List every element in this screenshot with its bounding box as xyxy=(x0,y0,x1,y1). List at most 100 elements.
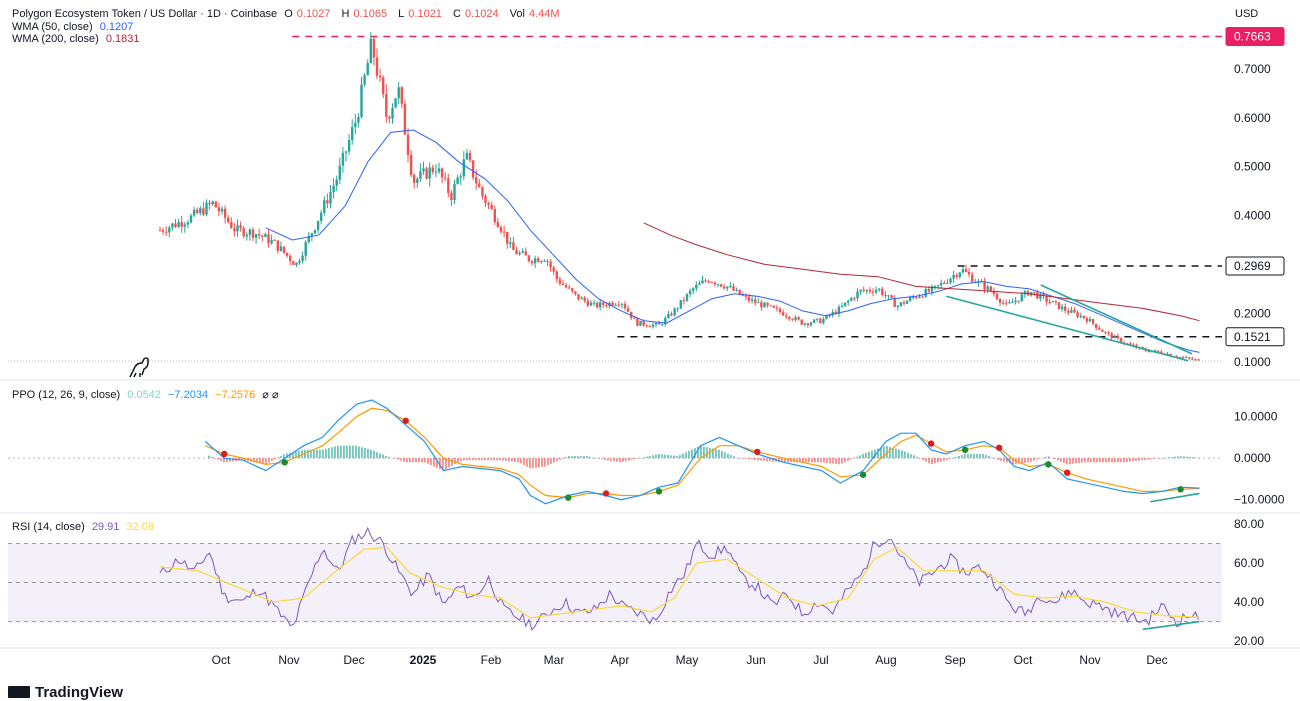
ppo-histogram-bar xyxy=(835,458,837,464)
ppo-histogram-bar xyxy=(700,445,702,459)
candle-body xyxy=(1079,315,1082,317)
candle-body xyxy=(952,274,955,279)
ppo-histogram-bar xyxy=(1120,458,1122,463)
candle-body xyxy=(692,288,695,291)
candle-body xyxy=(462,159,465,177)
ppo-histogram-bar xyxy=(844,458,846,463)
candle-body xyxy=(1008,302,1011,304)
ppo-histogram-bar xyxy=(406,458,408,463)
ppo-histogram-bar xyxy=(559,458,561,460)
candle-body xyxy=(595,302,599,308)
candle-body xyxy=(636,318,639,326)
rsi-tick-label: 60.00 xyxy=(1234,556,1264,570)
candle-body xyxy=(679,300,682,309)
candle-body xyxy=(1057,302,1061,310)
ppo-histogram-bar xyxy=(331,447,333,459)
candle-body xyxy=(1101,329,1104,332)
ppo-histogram-bar xyxy=(271,458,273,461)
candle-body xyxy=(995,294,999,300)
ppo-histogram-bar xyxy=(310,449,312,459)
candle-body xyxy=(623,303,627,309)
candle-body xyxy=(378,75,382,78)
candle-body xyxy=(307,235,310,243)
ppo-line xyxy=(205,399,1200,505)
pane-separators xyxy=(0,379,1300,649)
ppo-histogram-bar xyxy=(466,458,468,461)
ppo-histogram-bar xyxy=(904,451,906,459)
tradingview-name: TradingView xyxy=(35,684,124,701)
ppo-histogram-bar xyxy=(568,456,570,459)
ppo-histogram-bar xyxy=(934,458,936,464)
time-tick-label: Mar xyxy=(544,653,565,667)
candle-body xyxy=(695,284,698,289)
candle-body xyxy=(1011,302,1014,304)
ppo-crossover-dot xyxy=(1177,486,1184,493)
ppo-histogram-bar xyxy=(1177,456,1179,459)
ppo-histogram-bar xyxy=(259,458,261,464)
ppo-histogram-bar xyxy=(625,458,627,462)
ppo-histogram-bar xyxy=(1006,458,1008,463)
ppo-histogram-bar xyxy=(763,458,765,461)
ppo-histogram-bar xyxy=(1147,458,1149,460)
candle-body xyxy=(382,77,385,95)
ppo-legend[interactable]: PPO (12, 26, 9, close) 0.0542 −7.2034 −7… xyxy=(12,388,283,401)
candle-body xyxy=(704,280,707,282)
price-tick-label: 0.5000 xyxy=(1234,160,1271,174)
rsi-pane: 80.00 60.00 40.00 20.00 xyxy=(8,517,1264,648)
ppo-histogram-bar xyxy=(922,458,924,460)
rsi-legend[interactable]: RSI (14, close) 29.91 32.08 xyxy=(12,521,158,533)
candle-body xyxy=(738,289,741,295)
candle-body xyxy=(292,261,295,266)
candle-body xyxy=(1017,300,1020,302)
wma50-value: 0.1207 xyxy=(99,21,134,33)
candle-body xyxy=(354,122,357,128)
candle-body xyxy=(205,202,208,215)
ppo-histogram-bar xyxy=(277,457,279,459)
open-label: O xyxy=(284,8,293,20)
ppo-histogram-bar xyxy=(769,458,771,462)
ppo-histogram-bar xyxy=(658,454,660,459)
ppo-histogram-bar xyxy=(529,458,531,469)
currency-label[interactable]: USD xyxy=(1235,8,1259,20)
ppo-crossover-dot xyxy=(1045,461,1052,468)
tradingview-logo: TradingView xyxy=(8,684,123,701)
ppo-tick-label: 0.0000 xyxy=(1234,451,1271,465)
candle-body xyxy=(1169,353,1172,357)
ppo-histogram-bar xyxy=(571,456,573,459)
ppo-histogram-bar xyxy=(865,452,867,459)
ppo-histogram-bar xyxy=(481,458,483,461)
ppo-histogram-bar xyxy=(928,458,930,464)
candle-body xyxy=(887,295,890,297)
ppo-histogram-bar xyxy=(1045,456,1047,459)
candle-body xyxy=(940,282,943,286)
rsi-trendline xyxy=(1142,620,1200,631)
candle-body xyxy=(871,291,875,293)
candle-body xyxy=(558,279,562,284)
ppo-histogram-bar xyxy=(1123,458,1125,463)
ppo-histogram-bar xyxy=(1156,458,1158,459)
candle-body xyxy=(335,179,338,186)
ppo-histogram-bar xyxy=(961,454,963,459)
candle-body xyxy=(304,242,307,256)
candle-body xyxy=(936,285,940,287)
ppo-histogram-bar xyxy=(397,458,399,460)
candle-body xyxy=(797,317,800,320)
wma50-legend[interactable]: WMA (50, close) 0.1207 xyxy=(12,21,137,33)
ppo-crossover-dot xyxy=(402,417,409,424)
candle-body xyxy=(323,200,326,213)
wma200-value: 0.1831 xyxy=(105,33,140,45)
candle-body xyxy=(878,288,881,290)
ppo-histogram-bar xyxy=(1012,458,1014,465)
wma200-label: WMA (200, close) xyxy=(12,33,99,45)
wma200-legend[interactable]: WMA (200, close) 0.1831 xyxy=(12,33,144,45)
ppo-crossover-dot xyxy=(859,471,867,478)
time-tick-label: Oct xyxy=(212,653,231,667)
candle-body xyxy=(478,183,481,188)
ppo-histogram-bar xyxy=(430,458,432,466)
candle-body xyxy=(1188,357,1191,359)
ppo-histogram-bar xyxy=(712,448,714,459)
ppo-histogram-bar xyxy=(601,458,603,460)
ppo-histogram-bar xyxy=(949,458,951,459)
ppo-histogram-bar xyxy=(1051,457,1053,459)
ppo-histogram-bar xyxy=(721,451,723,459)
